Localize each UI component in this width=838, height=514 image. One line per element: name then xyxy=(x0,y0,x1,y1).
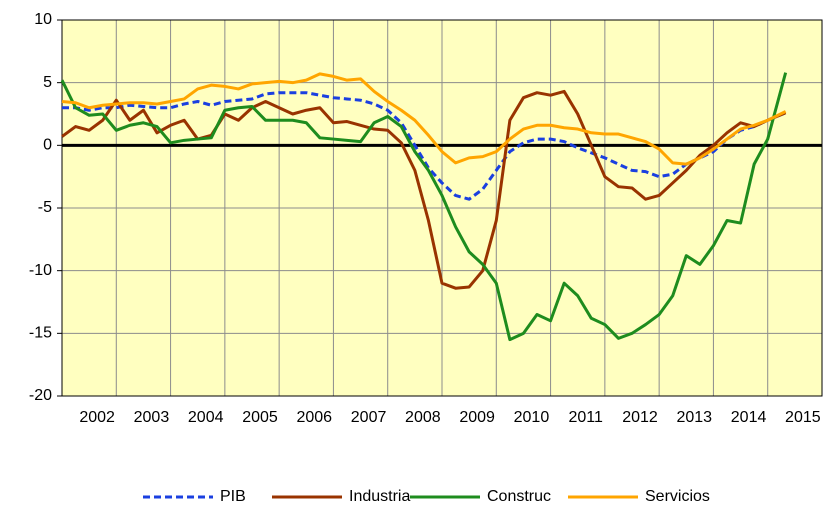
x-tick-label: 2014 xyxy=(731,409,767,426)
x-tick-label: 2013 xyxy=(676,409,712,426)
series-line xyxy=(62,91,787,201)
series-line xyxy=(61,72,787,166)
x-tick-label: 2008 xyxy=(405,409,441,426)
series-line xyxy=(61,89,787,290)
legend-label: Industria xyxy=(349,488,410,505)
x-tick-label: 2004 xyxy=(188,409,224,426)
series-line xyxy=(60,72,788,342)
x-tick-label: 2009 xyxy=(459,409,495,426)
legend-label: PIB xyxy=(220,488,246,505)
x-tick-label: 2015 xyxy=(785,409,821,426)
plot-border xyxy=(61,19,823,397)
x-tick-label: 2007 xyxy=(351,409,387,426)
x-tick-label: 2011 xyxy=(569,409,604,426)
legend-label: Construc xyxy=(487,488,551,505)
x-tick-label: 2012 xyxy=(622,409,658,426)
x-tick-label: 2003 xyxy=(134,409,170,426)
x-tick-label: 2010 xyxy=(514,409,550,426)
y-tick-label: 10 xyxy=(34,11,52,28)
y-tick-label: -20 xyxy=(29,387,52,404)
y-tick-label: -15 xyxy=(29,325,52,342)
x-tick-label: 2006 xyxy=(296,409,332,426)
y-tick-label: 5 xyxy=(43,74,52,91)
legend-label: Servicios xyxy=(645,488,710,505)
x-tick-label: 2005 xyxy=(242,409,278,426)
y-tick-label: -5 xyxy=(38,199,52,216)
y-tick-label: 0 xyxy=(43,137,52,154)
y-tick-label: -10 xyxy=(29,262,52,279)
x-tick-label: 2002 xyxy=(79,409,115,426)
